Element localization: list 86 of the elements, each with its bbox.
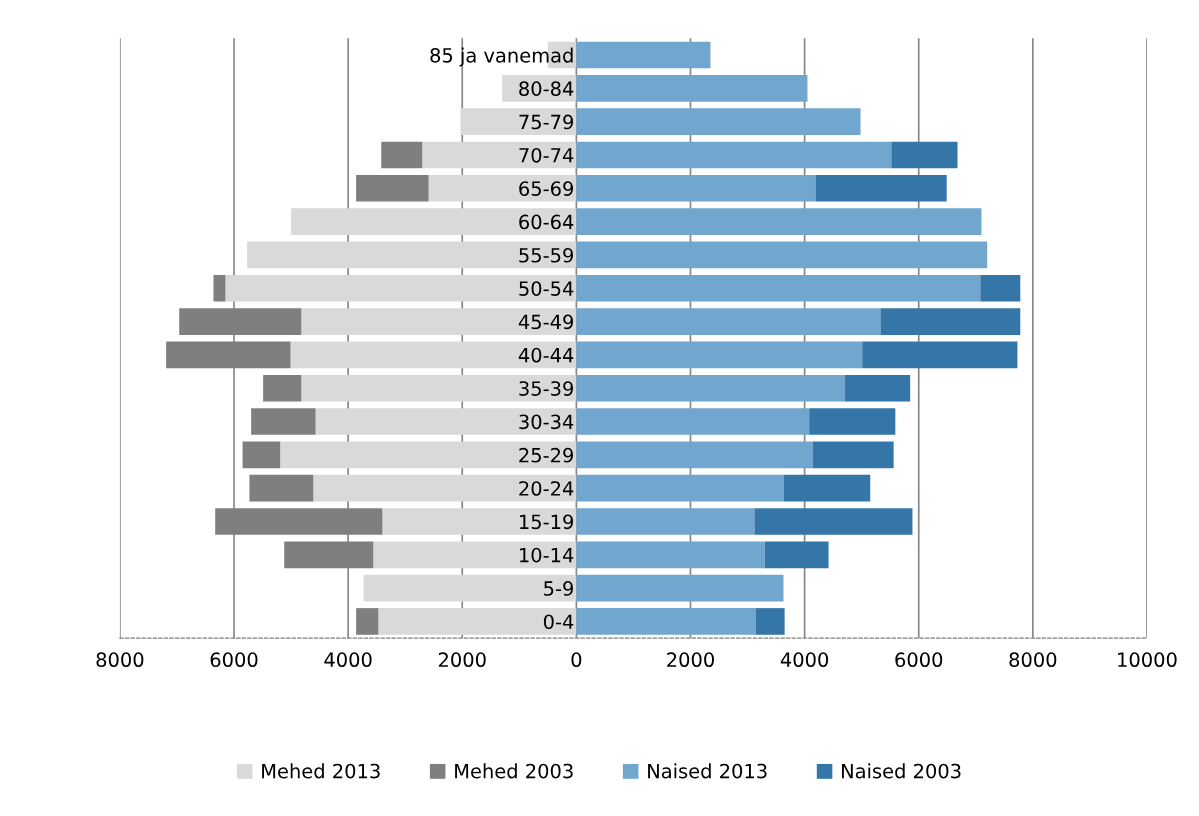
bar bbox=[576, 374, 845, 402]
bar bbox=[754, 508, 913, 535]
x-tick-label: 8000 bbox=[1009, 652, 1057, 668]
y-tick-label: 20-24 bbox=[519, 481, 574, 496]
bar bbox=[363, 574, 577, 602]
bar bbox=[576, 408, 810, 435]
y-tick-label: 30-34 bbox=[519, 414, 574, 430]
bar bbox=[576, 208, 982, 235]
legend-label: Naised 2003 bbox=[842, 763, 961, 779]
y-tick-label: 75-79 bbox=[519, 114, 574, 130]
bar bbox=[249, 474, 314, 502]
bar bbox=[576, 308, 881, 335]
bar bbox=[356, 608, 379, 635]
bar bbox=[576, 41, 711, 69]
bar bbox=[301, 374, 577, 402]
bar bbox=[576, 474, 784, 502]
bar bbox=[783, 474, 871, 502]
bar bbox=[301, 308, 577, 335]
x-tick-label: 6000 bbox=[210, 652, 258, 668]
y-tick-label: 15-19 bbox=[520, 514, 574, 530]
bar bbox=[378, 608, 577, 635]
x-tick-label: 0 bbox=[571, 652, 582, 668]
x-tick-label: 4000 bbox=[324, 652, 372, 668]
bar bbox=[815, 174, 947, 202]
y-tick-label: 70-74 bbox=[519, 147, 574, 163]
bar bbox=[373, 541, 577, 569]
legend-label: Naised 2013 bbox=[648, 763, 767, 779]
bar bbox=[263, 374, 302, 402]
bar bbox=[576, 274, 981, 302]
bar bbox=[382, 508, 577, 535]
legend-label: Mehed 2003 bbox=[455, 763, 573, 779]
bar bbox=[225, 274, 577, 302]
bar bbox=[880, 308, 1021, 335]
bar bbox=[242, 441, 281, 469]
bar bbox=[280, 441, 577, 469]
bar bbox=[576, 75, 808, 102]
bar bbox=[576, 241, 988, 269]
bar bbox=[247, 241, 577, 269]
x-tick-label: 2000 bbox=[438, 652, 486, 668]
y-tick-label: 60-64 bbox=[519, 214, 574, 230]
bar bbox=[460, 108, 577, 135]
bar bbox=[576, 441, 813, 469]
x-tick-label: 4000 bbox=[780, 652, 829, 668]
bar bbox=[291, 208, 577, 235]
bar bbox=[576, 108, 861, 135]
bar bbox=[290, 341, 577, 369]
y-tick-label: 0-4 bbox=[543, 614, 574, 630]
y-tick-label: 85 ja vanemad bbox=[430, 47, 573, 67]
bar bbox=[213, 274, 226, 302]
bar bbox=[862, 341, 1018, 369]
bar bbox=[844, 374, 911, 402]
y-tick-label: 5-9 bbox=[544, 581, 574, 596]
y-tick-label: 55-59 bbox=[519, 247, 574, 263]
bar bbox=[315, 408, 577, 435]
y-tick-label: 25-29 bbox=[519, 447, 574, 463]
y-tick-label: 40-44 bbox=[518, 347, 574, 363]
y-tick-label: 65-69 bbox=[519, 181, 574, 196]
bar bbox=[576, 174, 816, 202]
bar bbox=[812, 441, 894, 469]
bar bbox=[576, 508, 755, 535]
bar bbox=[764, 541, 829, 569]
y-tick-label: 80-84 bbox=[519, 81, 574, 96]
x-tick-label: 6000 bbox=[895, 652, 943, 668]
x-tick-label: 8000 bbox=[96, 652, 144, 668]
bar bbox=[980, 274, 1021, 302]
bar bbox=[576, 141, 892, 169]
bar bbox=[381, 141, 423, 169]
bar bbox=[251, 408, 316, 435]
y-tick-label: 10-14 bbox=[520, 547, 574, 563]
bar bbox=[576, 574, 784, 602]
bar bbox=[809, 408, 896, 435]
y-tick-label: 50-54 bbox=[519, 281, 574, 296]
bar bbox=[576, 608, 756, 635]
bar bbox=[576, 541, 765, 569]
bar bbox=[428, 174, 577, 202]
bar bbox=[755, 608, 785, 635]
bar bbox=[313, 474, 577, 502]
y-tick-label: 35-39 bbox=[519, 381, 574, 396]
bar bbox=[576, 341, 863, 369]
x-tick-label: 2000 bbox=[667, 652, 714, 668]
bar bbox=[422, 141, 577, 169]
legend-label: Mehed 2013 bbox=[262, 763, 380, 779]
x-tick-label: 10000 bbox=[1118, 652, 1177, 668]
bar bbox=[356, 174, 429, 202]
y-tick-label: 45-49 bbox=[518, 314, 574, 330]
bar bbox=[891, 141, 958, 169]
